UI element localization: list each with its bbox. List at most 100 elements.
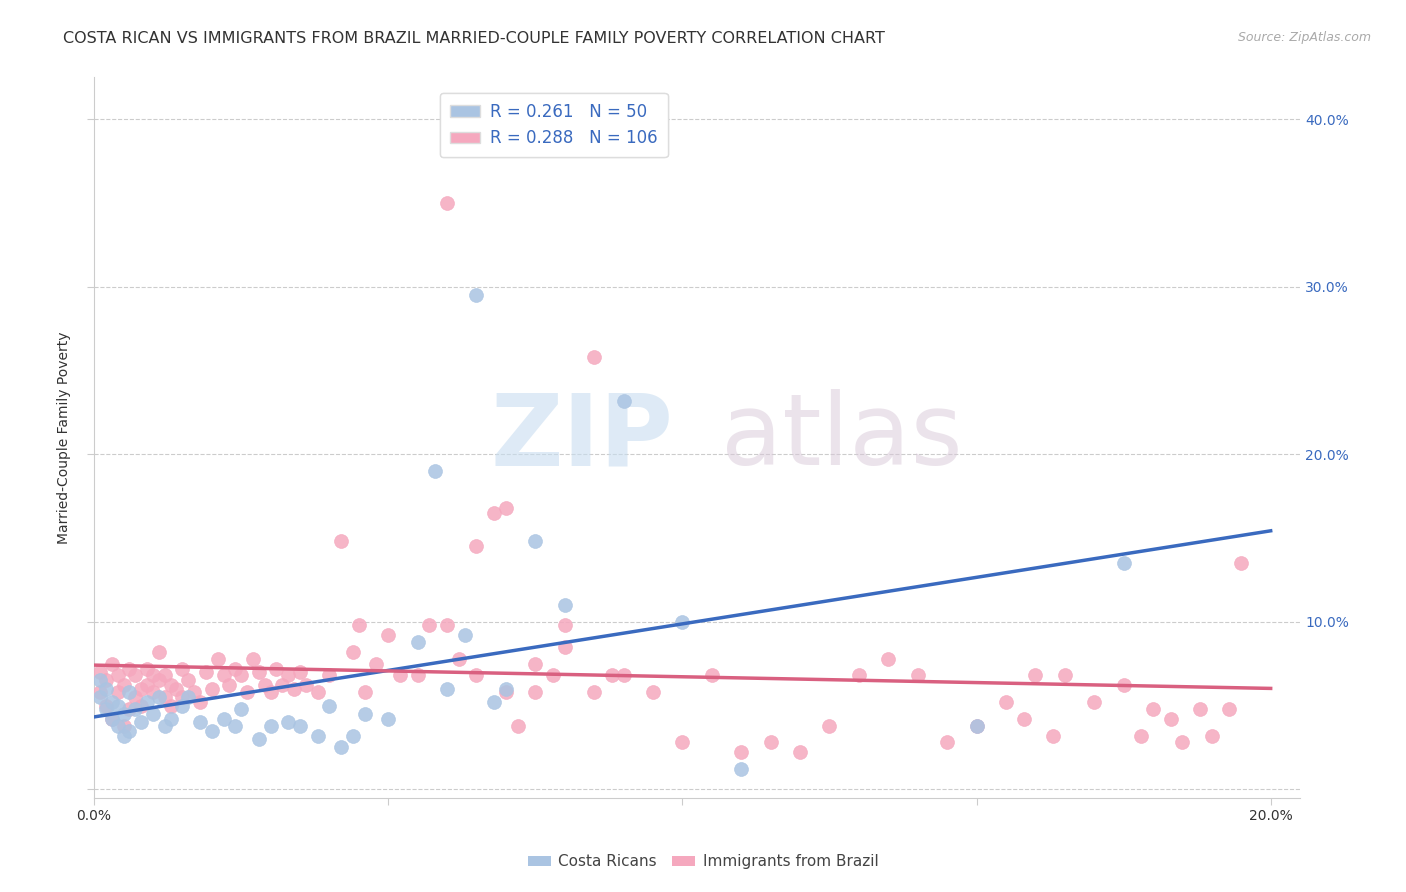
Point	[877, 651, 900, 665]
Point	[1042, 729, 1064, 743]
Point	[612, 393, 634, 408]
Point	[436, 196, 458, 211]
Point	[153, 668, 176, 682]
Point	[236, 685, 259, 699]
Point	[671, 615, 693, 629]
Point	[425, 464, 447, 478]
Point	[554, 618, 576, 632]
Point	[1218, 702, 1240, 716]
Point	[172, 662, 194, 676]
Point	[406, 635, 429, 649]
Point	[107, 685, 129, 699]
Point	[112, 706, 135, 721]
Point	[347, 618, 370, 632]
Point	[1083, 695, 1105, 709]
Point	[342, 729, 364, 743]
Point	[1230, 556, 1253, 570]
Point	[612, 668, 634, 682]
Point	[136, 662, 159, 676]
Point	[172, 690, 194, 705]
Point	[583, 350, 606, 364]
Point	[118, 685, 141, 699]
Text: atlas: atlas	[721, 389, 963, 486]
Point	[730, 746, 752, 760]
Point	[1012, 712, 1035, 726]
Point	[388, 668, 411, 682]
Point	[848, 668, 870, 682]
Point	[818, 719, 841, 733]
Point	[789, 746, 811, 760]
Point	[330, 740, 353, 755]
Point	[153, 690, 176, 705]
Point	[495, 500, 517, 515]
Legend: R = 0.261   N = 50, R = 0.288   N = 106: R = 0.261 N = 50, R = 0.288 N = 106	[440, 93, 668, 157]
Point	[188, 695, 211, 709]
Point	[118, 662, 141, 676]
Point	[465, 668, 488, 682]
Point	[966, 719, 988, 733]
Point	[482, 695, 505, 709]
Point	[231, 702, 253, 716]
Point	[524, 685, 547, 699]
Point	[454, 628, 477, 642]
Point	[136, 695, 159, 709]
Point	[124, 668, 146, 682]
Point	[330, 534, 353, 549]
Point	[142, 668, 165, 682]
Text: Source: ZipAtlas.com: Source: ZipAtlas.com	[1237, 31, 1371, 45]
Point	[124, 702, 146, 716]
Point	[94, 673, 117, 688]
Point	[107, 668, 129, 682]
Point	[159, 678, 181, 692]
Point	[1024, 668, 1046, 682]
Point	[118, 723, 141, 738]
Point	[447, 651, 470, 665]
Point	[377, 628, 399, 642]
Point	[277, 668, 299, 682]
Point	[936, 735, 959, 749]
Point	[194, 665, 217, 679]
Point	[506, 719, 529, 733]
Point	[148, 673, 170, 688]
Point	[159, 712, 181, 726]
Point	[224, 719, 246, 733]
Point	[212, 668, 235, 682]
Point	[129, 681, 152, 696]
Point	[1160, 712, 1182, 726]
Point	[465, 540, 488, 554]
Point	[288, 719, 311, 733]
Point	[100, 712, 122, 726]
Y-axis label: Married-Couple Family Poverty: Married-Couple Family Poverty	[58, 331, 72, 544]
Point	[406, 668, 429, 682]
Point	[148, 645, 170, 659]
Point	[188, 715, 211, 730]
Point	[288, 665, 311, 679]
Point	[1171, 735, 1194, 749]
Point	[1201, 729, 1223, 743]
Point	[482, 506, 505, 520]
Point	[136, 678, 159, 692]
Point	[177, 690, 200, 705]
Point	[295, 678, 318, 692]
Point	[89, 665, 111, 679]
Point	[247, 665, 270, 679]
Point	[89, 685, 111, 699]
Point	[242, 651, 264, 665]
Point	[142, 685, 165, 699]
Point	[994, 695, 1017, 709]
Point	[218, 678, 240, 692]
Point	[730, 762, 752, 776]
Point	[112, 729, 135, 743]
Point	[495, 681, 517, 696]
Point	[89, 673, 111, 688]
Point	[253, 678, 276, 692]
Point	[94, 698, 117, 713]
Point	[259, 719, 281, 733]
Point	[759, 735, 782, 749]
Point	[172, 698, 194, 713]
Point	[201, 723, 224, 738]
Point	[89, 690, 111, 705]
Point	[266, 662, 288, 676]
Point	[100, 657, 122, 671]
Point	[307, 729, 329, 743]
